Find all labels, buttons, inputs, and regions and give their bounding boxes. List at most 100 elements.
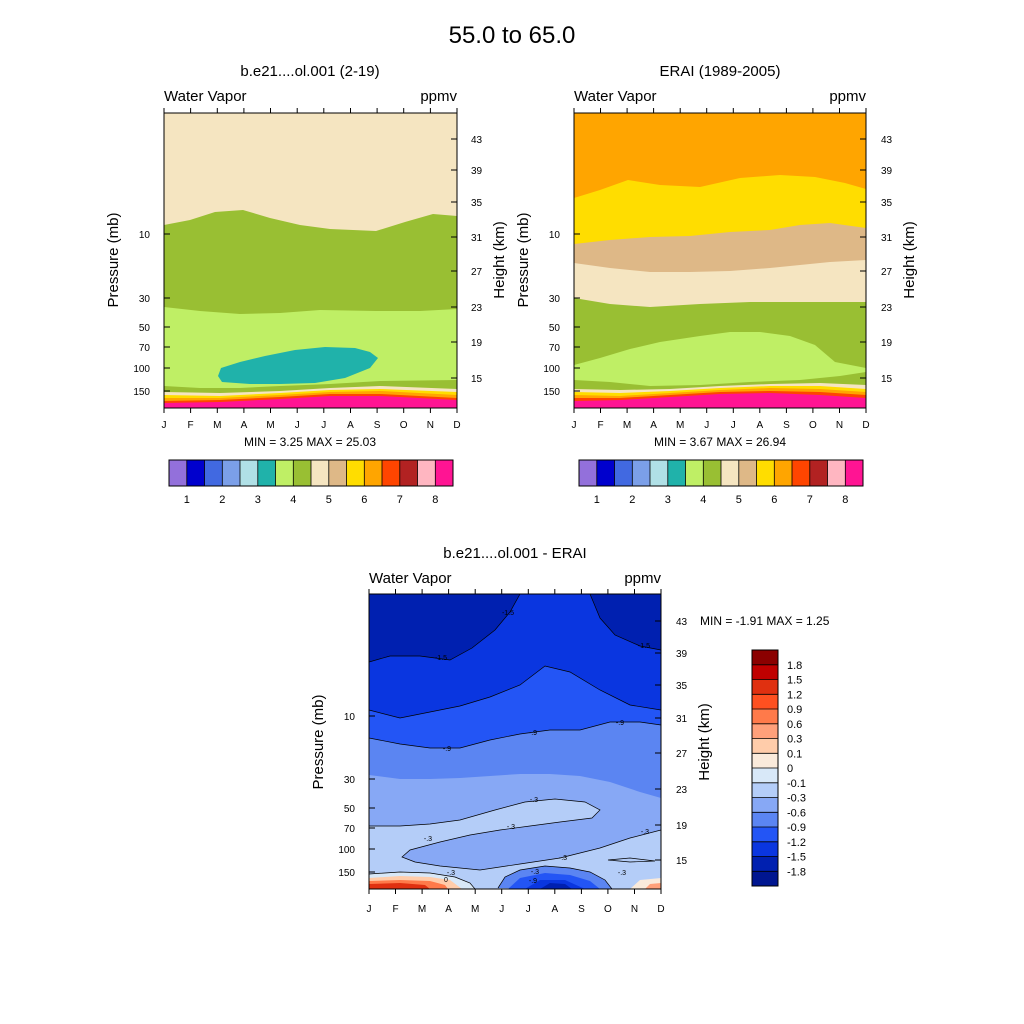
contour-label: -.9 bbox=[443, 746, 451, 753]
field-label: Water Vapor bbox=[369, 570, 452, 587]
colorbar-swatch bbox=[614, 460, 633, 486]
y-axis-label: Pressure (mb) bbox=[105, 212, 122, 307]
colorbar-swatch bbox=[752, 841, 778, 857]
field-label: Water Vapor bbox=[574, 88, 657, 105]
band-0.3-corner bbox=[645, 883, 661, 889]
tick-label: J bbox=[367, 904, 372, 915]
tick-label: 43 bbox=[676, 617, 688, 628]
colorbar-swatch bbox=[752, 664, 778, 680]
tick-label: 150 bbox=[338, 868, 355, 879]
height-ticks bbox=[451, 138, 457, 379]
contour-label: -1.5 bbox=[435, 655, 447, 662]
colorbar-label: 6 bbox=[771, 494, 777, 506]
colorbar-label: -0.1 bbox=[787, 778, 806, 790]
contour-label: 0 bbox=[444, 877, 448, 884]
tick-label: J bbox=[295, 420, 300, 431]
units-label: ppmv bbox=[624, 570, 661, 587]
colorbar-swatch bbox=[752, 827, 778, 842]
contour-label: -.3 bbox=[531, 869, 539, 876]
tick-label: 100 bbox=[133, 364, 150, 375]
colorbar-label: 1.8 bbox=[787, 660, 802, 672]
colorbar-swatch bbox=[169, 460, 187, 486]
band-1.2 bbox=[369, 883, 430, 889]
colorbar-swatch bbox=[721, 460, 739, 486]
min-max-stats: MIN = 3.25 MAX = 25.03 bbox=[244, 435, 376, 449]
colorbar-label: 0.3 bbox=[787, 734, 802, 746]
tick-label: O bbox=[400, 420, 408, 431]
tick-label: 23 bbox=[881, 303, 893, 314]
contour-label: -.9 bbox=[529, 878, 537, 885]
colorbar-label: 4 bbox=[290, 494, 296, 506]
tick-label: 27 bbox=[881, 267, 893, 278]
colorbar-swatch bbox=[328, 460, 347, 486]
colorbar-swatch bbox=[257, 460, 276, 486]
tick-label: 50 bbox=[139, 323, 151, 334]
colorbar-swatch bbox=[240, 460, 258, 486]
tick-label: 10 bbox=[549, 230, 561, 241]
tick-label: 70 bbox=[549, 343, 561, 354]
colorbar-swatch bbox=[756, 460, 775, 486]
tick-label: J bbox=[526, 904, 531, 915]
band-8 bbox=[574, 393, 866, 408]
field-label: Water Vapor bbox=[164, 88, 247, 105]
month-labels: J F M A M J J A S O N D bbox=[367, 904, 665, 915]
panel-title: b.e21....ol.001 - ERAI bbox=[443, 545, 586, 562]
colorbar-swatch bbox=[596, 460, 615, 486]
colorbar-label: 1 bbox=[594, 494, 600, 506]
tick-label: 23 bbox=[676, 785, 688, 796]
colorbar-label: 3 bbox=[665, 494, 671, 506]
tick-label: 23 bbox=[471, 303, 483, 314]
height-labels: 43 39 35 31 27 23 19 15 bbox=[471, 135, 483, 385]
colorbar-swatch bbox=[752, 797, 778, 813]
contour-label: -.3 bbox=[618, 870, 626, 877]
colorbar-label: 8 bbox=[432, 494, 438, 506]
y-axis-label-right: Height (km) bbox=[491, 221, 508, 299]
contour-fill bbox=[574, 113, 866, 408]
colorbar-swatch bbox=[399, 460, 418, 486]
contour-labels: -1.5 -1.5 -1.5 -.9 -.9 -.9 -.3 -.3 -.3 -… bbox=[424, 610, 650, 885]
tick-label: 19 bbox=[676, 821, 688, 832]
colorbar-swatch bbox=[752, 871, 778, 887]
tick-label: A bbox=[551, 904, 558, 915]
colorbar-swatch bbox=[293, 460, 312, 486]
tick-label: 15 bbox=[676, 856, 688, 867]
units-label: ppmv bbox=[420, 88, 457, 105]
colorbar-swatch bbox=[311, 460, 329, 486]
colorbar-swatch bbox=[809, 460, 828, 486]
tick-label: M bbox=[623, 420, 631, 431]
colorbar-label: 4 bbox=[700, 494, 706, 506]
colorbar-label: 5 bbox=[736, 494, 742, 506]
pressure-ticks bbox=[369, 715, 375, 873]
contour-label: -.3 bbox=[447, 870, 455, 877]
tick-label: D bbox=[657, 904, 664, 915]
tick-label: 150 bbox=[133, 387, 150, 398]
colorbar-swatch bbox=[752, 768, 778, 783]
tick-label: 35 bbox=[881, 198, 893, 209]
colorbar-swatch bbox=[752, 709, 778, 724]
contour-label: -.3 bbox=[530, 797, 538, 804]
tick-label: J bbox=[731, 420, 736, 431]
tick-label: S bbox=[578, 904, 585, 915]
tick-label: 150 bbox=[543, 387, 560, 398]
y-axis-label: Pressure (mb) bbox=[310, 694, 327, 789]
contour-label: -.3 bbox=[559, 855, 567, 862]
band-minus-1.5-low bbox=[540, 883, 572, 889]
colorbar-swatch bbox=[752, 782, 778, 798]
tick-label: 70 bbox=[344, 824, 356, 835]
panel-title: ERAI (1989-2005) bbox=[660, 63, 781, 80]
tick-label: 30 bbox=[549, 294, 561, 305]
y-axis-label-right: Height (km) bbox=[901, 221, 918, 299]
min-max-stats: MIN = 3.67 MAX = 26.94 bbox=[654, 435, 786, 449]
colorbar-swatch bbox=[632, 460, 651, 486]
tick-label: A bbox=[241, 420, 248, 431]
plot-frame bbox=[163, 112, 458, 409]
tick-label: M bbox=[676, 420, 684, 431]
colorbar-label: -0.6 bbox=[787, 807, 806, 819]
tick-label: 70 bbox=[139, 343, 151, 354]
height-labels: 43 39 35 31 27 23 19 15 bbox=[676, 617, 688, 867]
tick-label: J bbox=[704, 420, 709, 431]
contour-label: -1.5 bbox=[502, 610, 514, 617]
tick-label: M bbox=[471, 904, 479, 915]
colorbar-label: 2 bbox=[629, 494, 635, 506]
colorbar-swatch bbox=[650, 460, 668, 486]
